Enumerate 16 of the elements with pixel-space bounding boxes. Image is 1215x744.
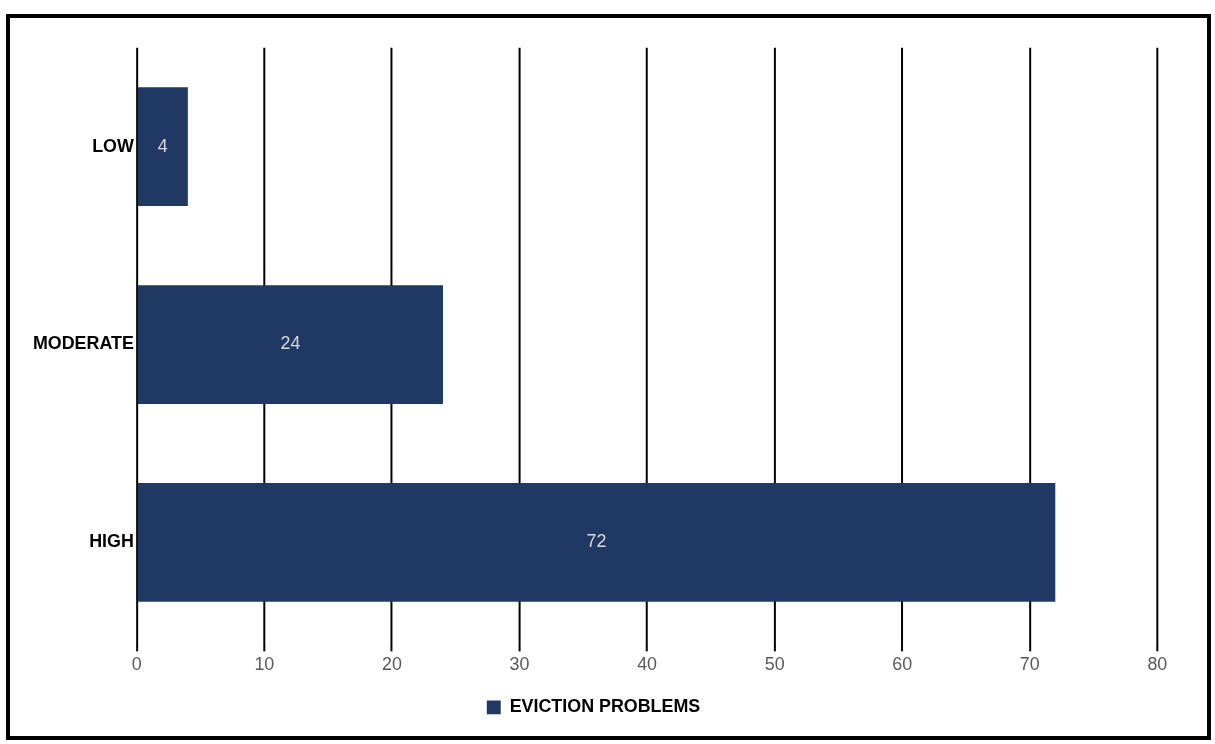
x-tick-label: 60 bbox=[892, 653, 913, 674]
x-tick-label: 40 bbox=[637, 653, 658, 674]
y-tick-label: MODERATE bbox=[32, 333, 134, 354]
legend-label: EVICTION PROBLEMS bbox=[509, 696, 701, 717]
y-tick-label: HIGH bbox=[89, 531, 134, 552]
data-label: 4 bbox=[157, 135, 168, 156]
data-label: 72 bbox=[586, 531, 607, 552]
x-tick-label: 80 bbox=[1147, 653, 1168, 674]
y-tick-label: LOW bbox=[92, 135, 134, 156]
x-tick-label: 10 bbox=[254, 653, 275, 674]
x-tick-label: 30 bbox=[509, 653, 530, 674]
data-label: 24 bbox=[280, 333, 301, 354]
x-tick-label: 0 bbox=[131, 653, 142, 674]
x-tick-label: 20 bbox=[382, 653, 402, 674]
x-tick-label: 50 bbox=[764, 653, 785, 674]
x-tick-label: 70 bbox=[1019, 653, 1040, 674]
